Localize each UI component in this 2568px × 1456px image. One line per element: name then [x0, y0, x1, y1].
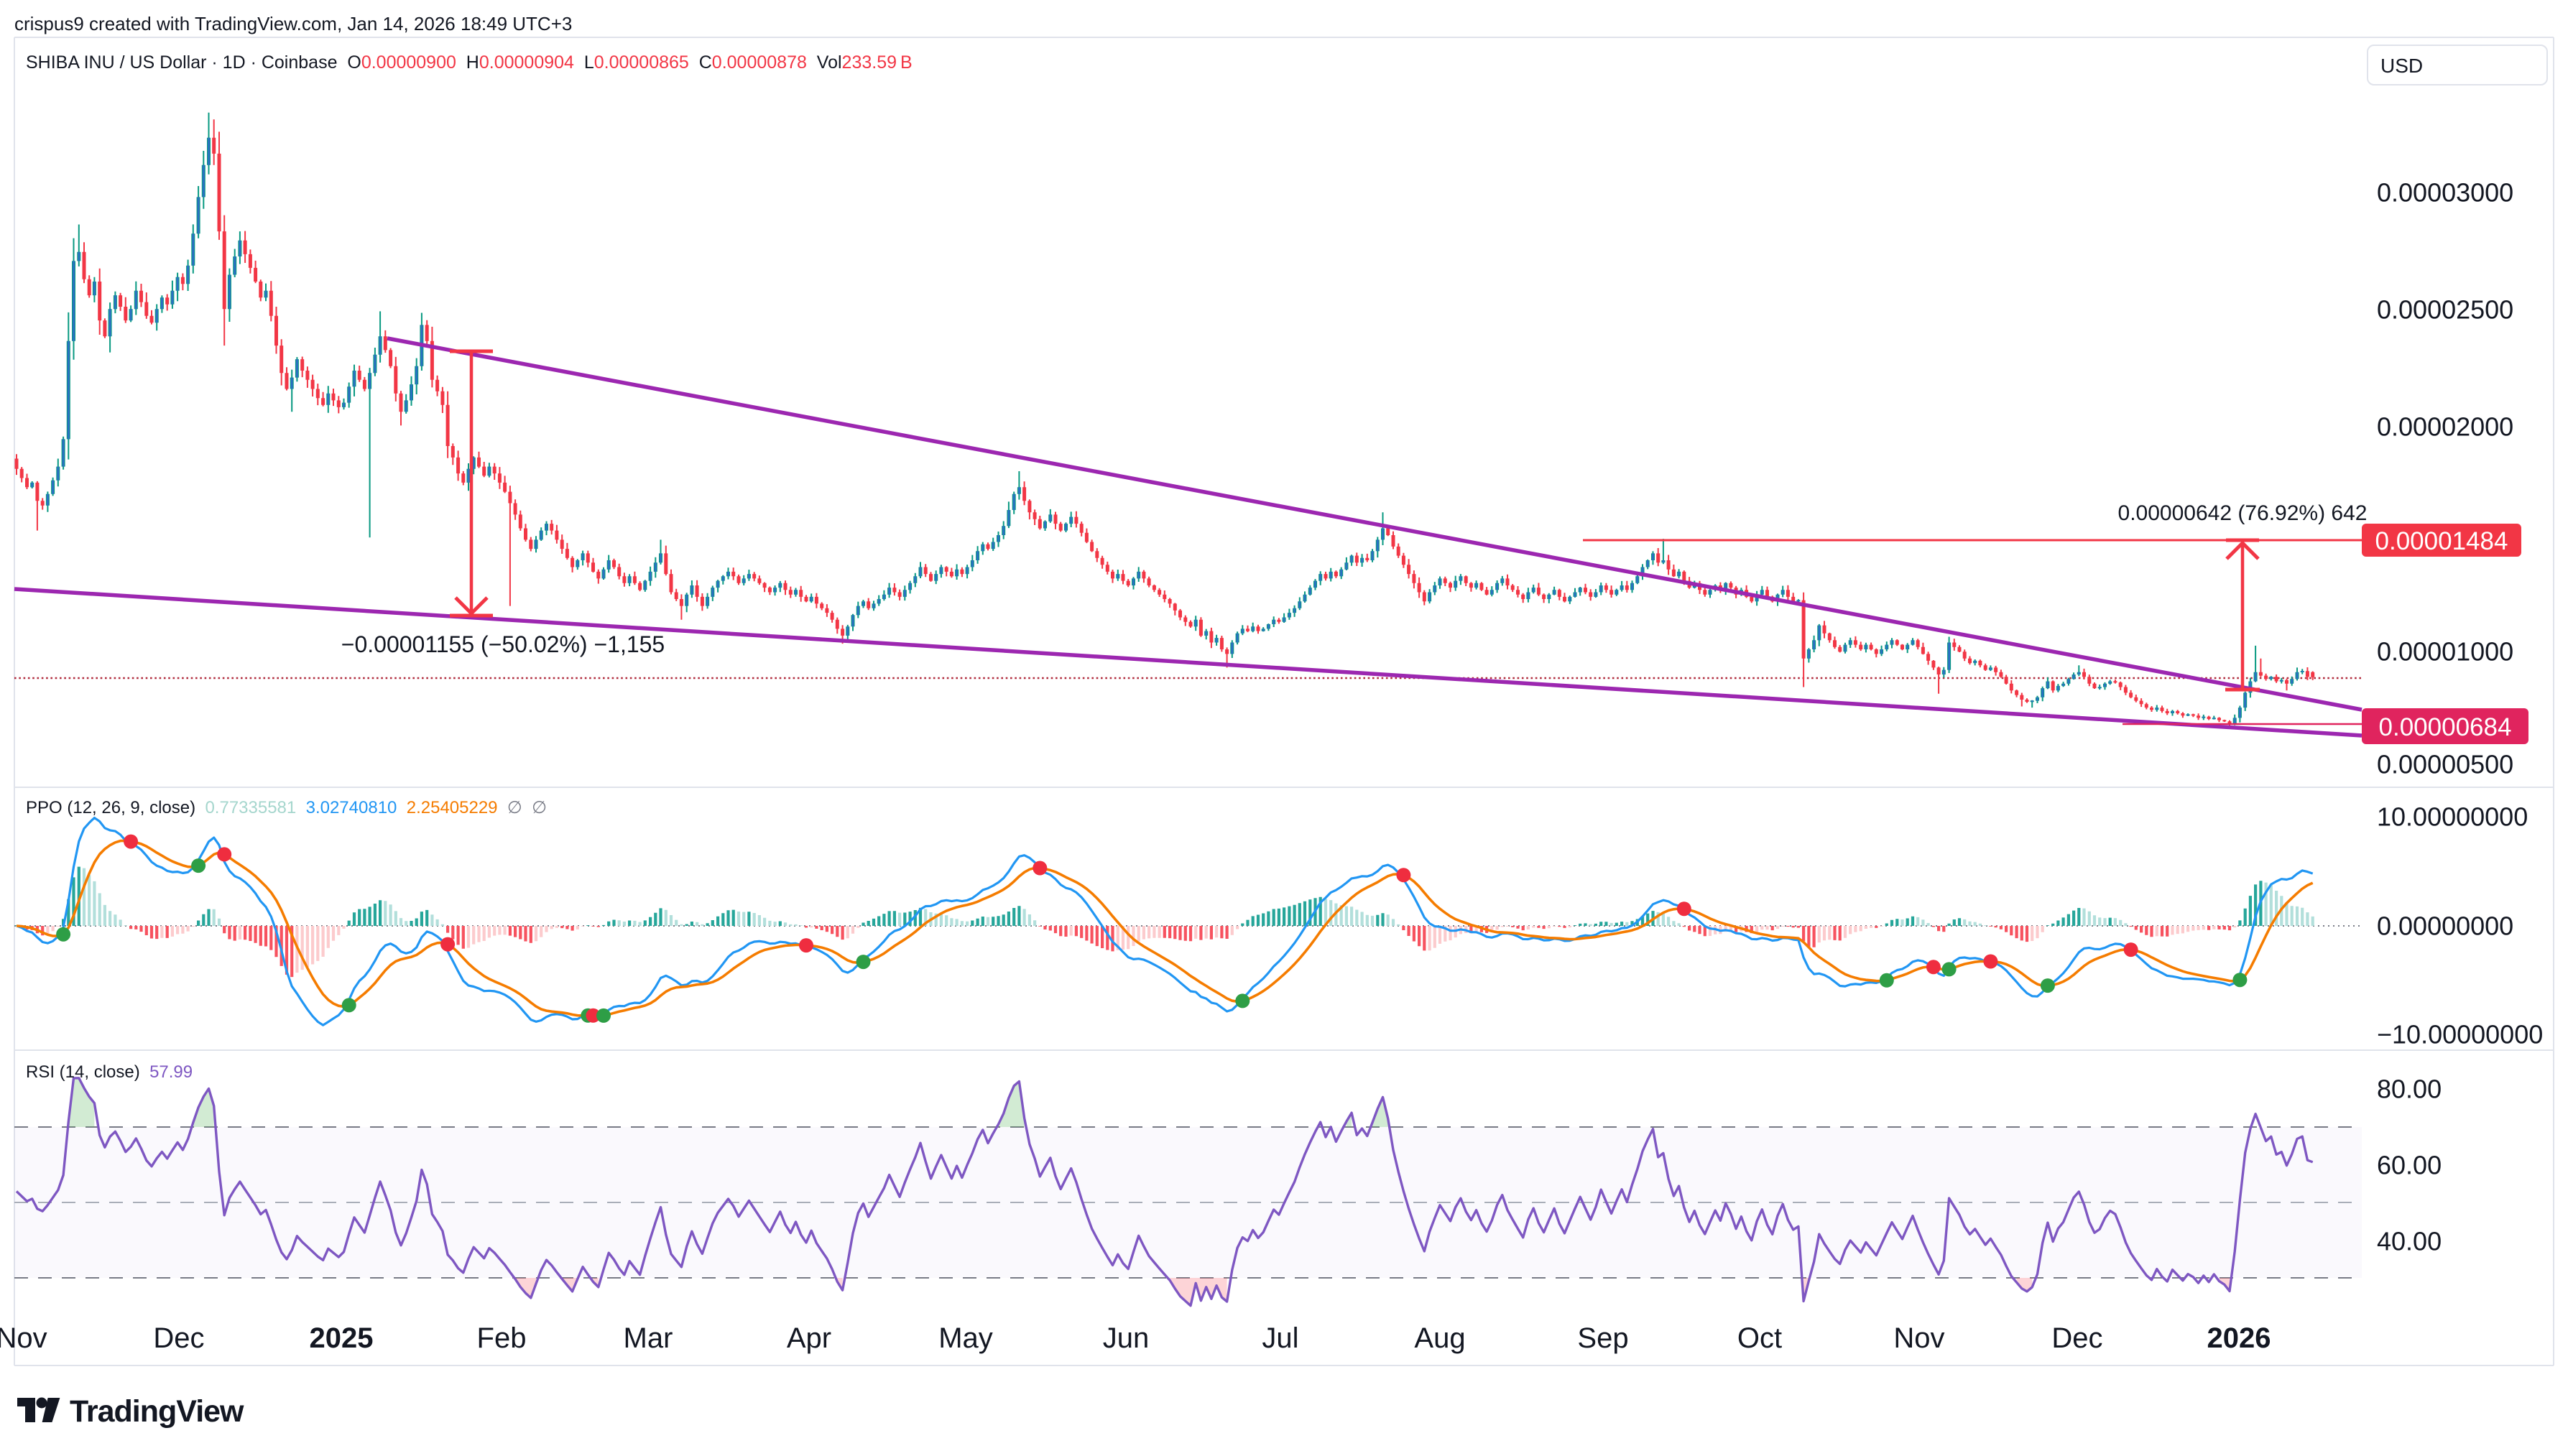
svg-text:Dec: Dec	[153, 1322, 204, 1354]
svg-text:Aug: Aug	[1414, 1322, 1465, 1354]
svg-text:0.00003000: 0.00003000	[2377, 178, 2513, 208]
svg-text:SHIBA INU / US Dollar · 1D · C: SHIBA INU / US Dollar · 1D · Coinbase O0…	[26, 52, 913, 73]
svg-text:0.00001000: 0.00001000	[2377, 637, 2513, 667]
svg-text:40.00: 40.00	[2377, 1227, 2442, 1256]
svg-text:Apr: Apr	[787, 1322, 831, 1354]
svg-text:0.00002500: 0.00002500	[2377, 295, 2513, 325]
svg-text:crispus9 created with TradingV: crispus9 created with TradingView.com, J…	[14, 13, 572, 34]
svg-text:2025: 2025	[310, 1322, 374, 1354]
svg-text:80.00: 80.00	[2377, 1075, 2442, 1104]
svg-text:PPO (12, 26, 9, close) 0.7733: PPO (12, 26, 9, close) 0.77335581 3.0274…	[26, 798, 547, 817]
svg-text:TradingView: TradingView	[70, 1394, 244, 1429]
svg-text:0.00000500: 0.00000500	[2377, 750, 2513, 779]
svg-text:0.00000684: 0.00000684	[2379, 713, 2512, 741]
svg-text:10.00000000: 10.00000000	[2377, 802, 2528, 832]
svg-text:Jul: Jul	[1262, 1322, 1298, 1354]
svg-text:USD: USD	[2380, 55, 2423, 77]
svg-text:0.00000000: 0.00000000	[2377, 912, 2513, 941]
svg-text:Dec: Dec	[2051, 1322, 2102, 1354]
svg-text:2026: 2026	[2207, 1322, 2271, 1354]
svg-text:Jun: Jun	[1103, 1322, 1150, 1354]
svg-text:Nov: Nov	[0, 1322, 47, 1354]
svg-text:Oct: Oct	[1737, 1322, 1782, 1354]
svg-text:0.00001484: 0.00001484	[2375, 527, 2508, 555]
svg-text:Nov: Nov	[1893, 1322, 1944, 1354]
svg-text:Mar: Mar	[624, 1322, 673, 1354]
svg-text:0.00000642 (76.92%) 642: 0.00000642 (76.92%) 642	[2118, 501, 2368, 525]
svg-text:60.00: 60.00	[2377, 1151, 2442, 1180]
svg-text:−0.00001155 (−50.02%) −1,155: −0.00001155 (−50.02%) −1,155	[341, 631, 665, 657]
svg-text:May: May	[938, 1322, 993, 1354]
svg-text:−10.00000000: −10.00000000	[2377, 1020, 2543, 1049]
svg-text:Sep: Sep	[1577, 1322, 1628, 1354]
svg-text:0.00002000: 0.00002000	[2377, 412, 2513, 442]
svg-text:Feb: Feb	[477, 1322, 527, 1354]
svg-text:RSI (14, close) 57.99: RSI (14, close) 57.99	[26, 1062, 193, 1082]
